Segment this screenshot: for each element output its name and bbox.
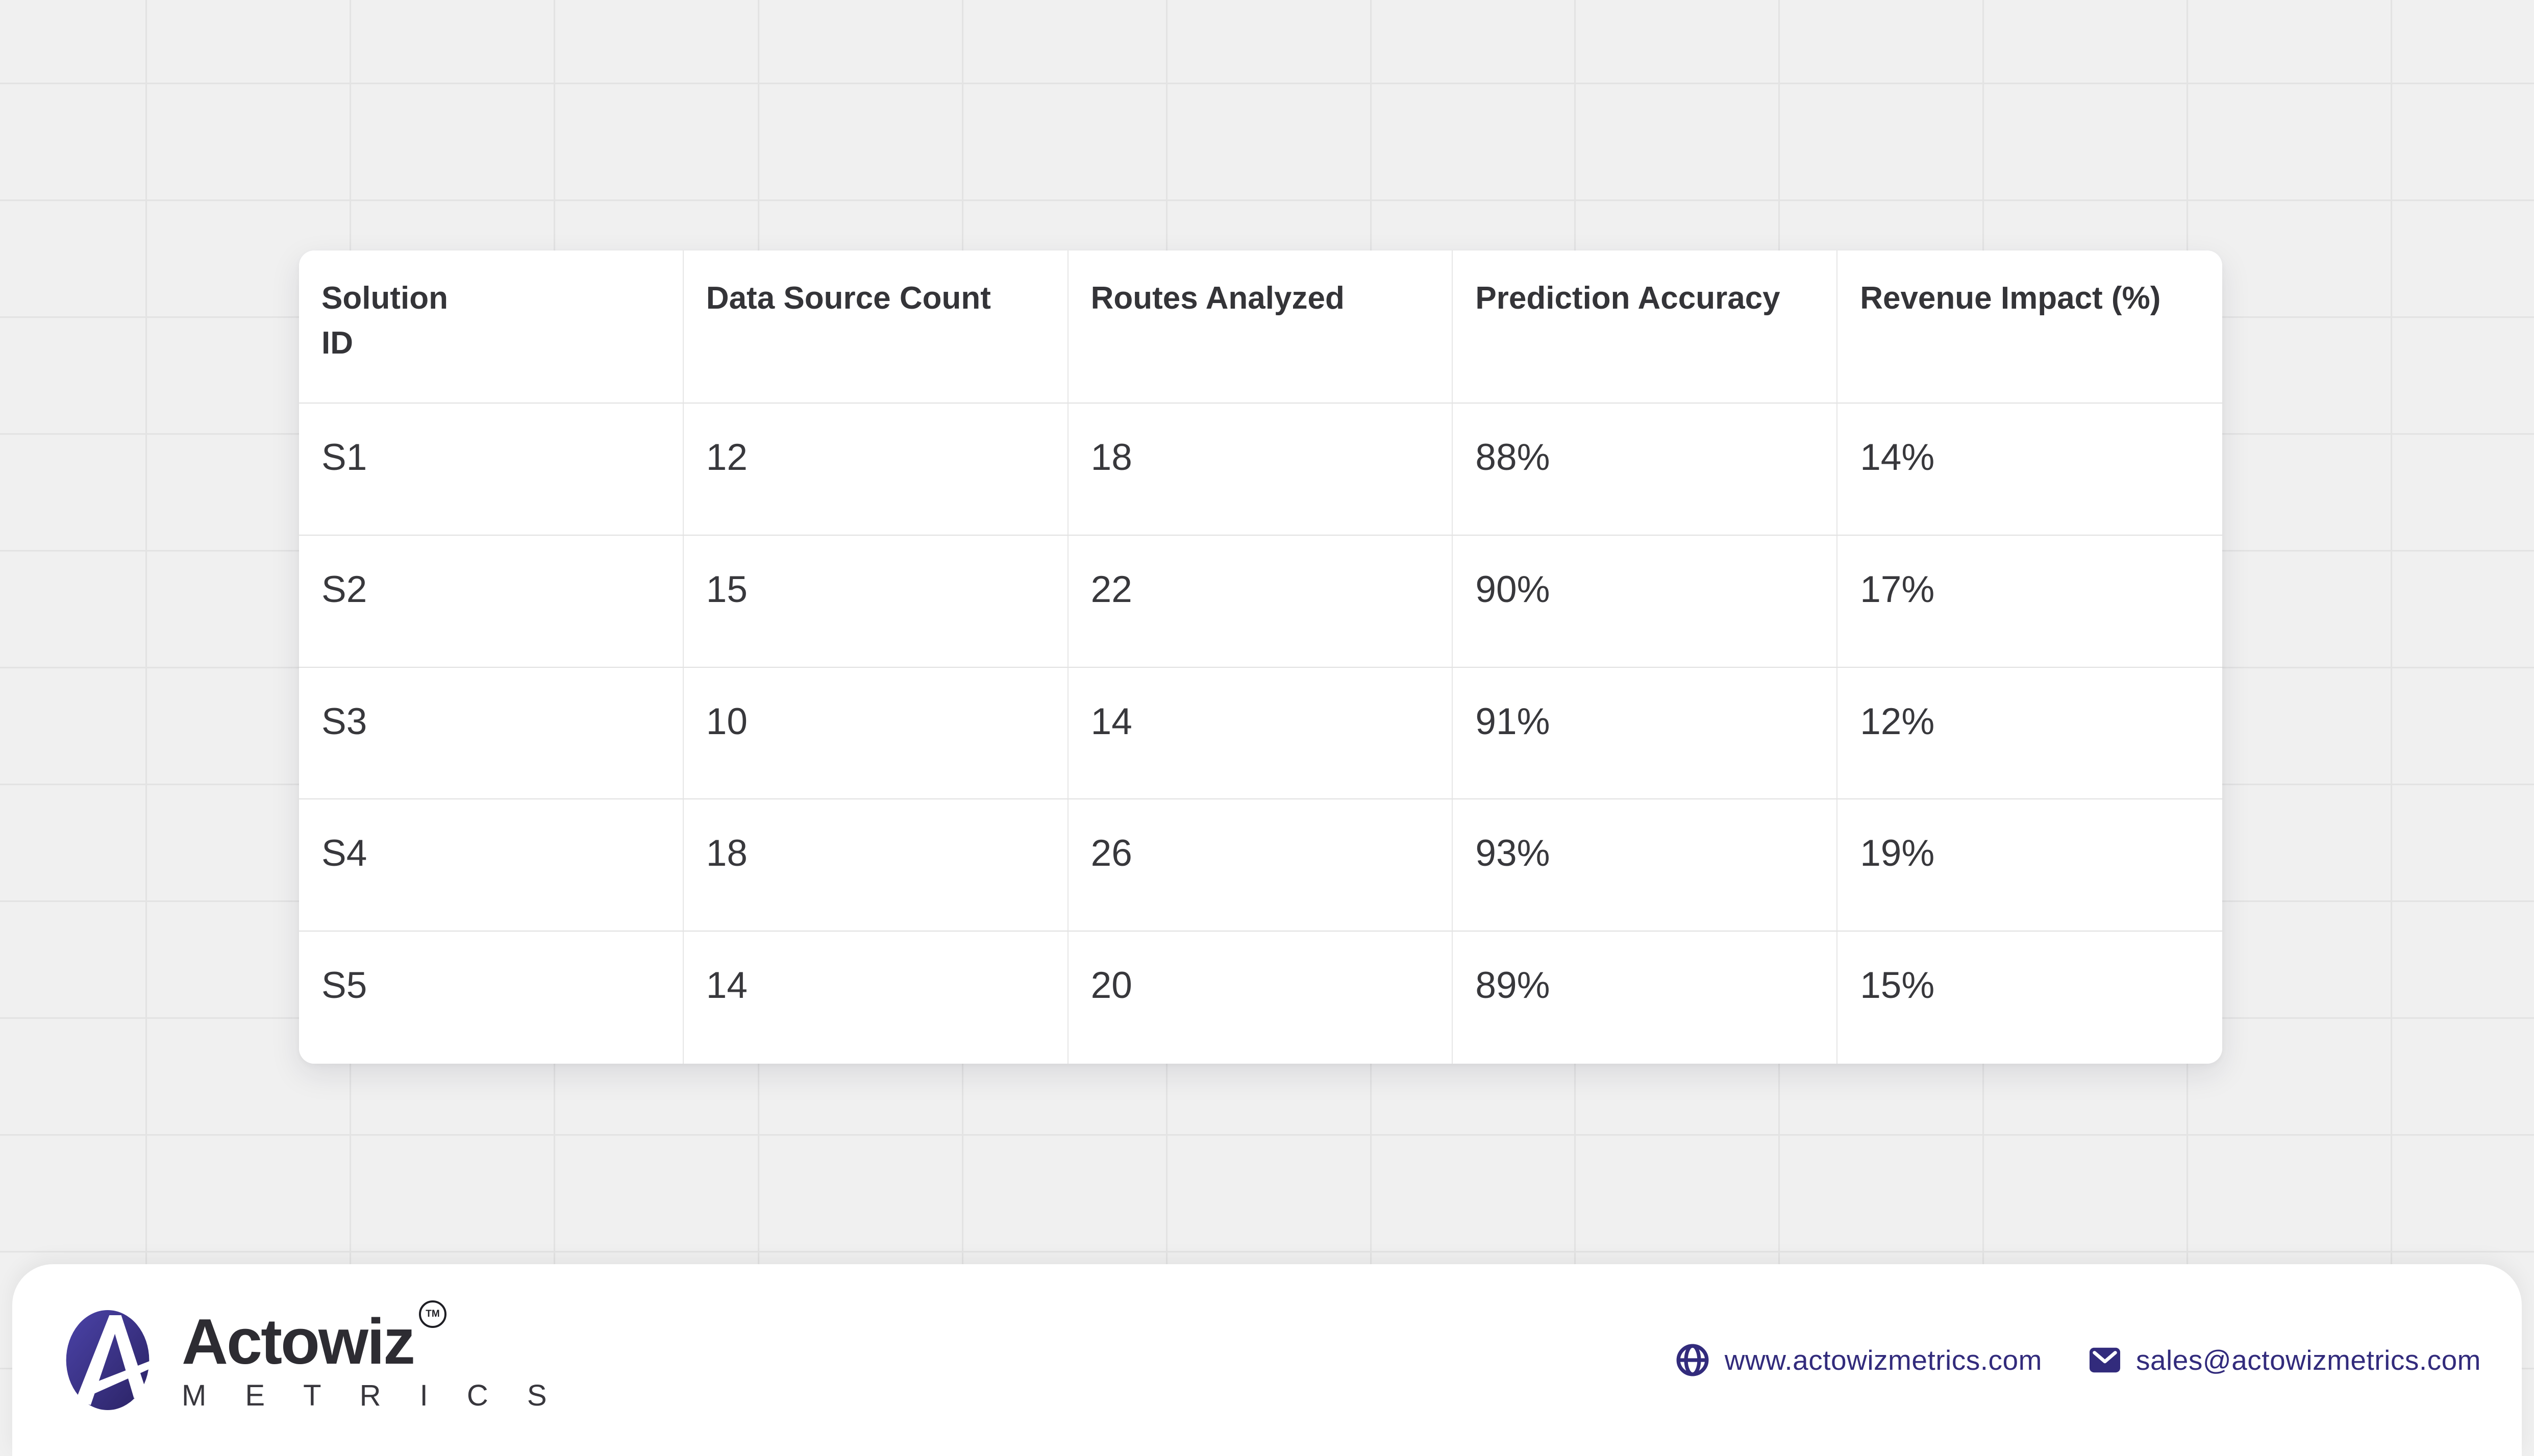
globe-icon: [1676, 1344, 1709, 1376]
column-header: Revenue Impact (%): [1837, 250, 2222, 404]
column-header: Prediction Accuracy: [1453, 250, 1838, 404]
column-header: Solution ID: [299, 250, 684, 404]
actowiz-a-logo-icon: [66, 1310, 155, 1410]
table-cell: S4: [299, 799, 684, 932]
data-table-card: Solution ID Data Source Count Routes Analy…: [299, 250, 2222, 1064]
data-table: Solution ID Data Source Count Routes Analy…: [299, 250, 2222, 1064]
column-header: Data Source Count: [683, 250, 1069, 404]
mail-icon: [2089, 1347, 2120, 1373]
table-cell: S1: [299, 404, 684, 536]
table-cell: S3: [299, 667, 684, 800]
table-cell: 88%: [1453, 404, 1838, 536]
table-cell: 12: [683, 404, 1069, 536]
table-cell: 10: [683, 667, 1069, 800]
table-cell: 17%: [1837, 535, 2222, 668]
contact-links: www.actowizmetrics.com sales@actowizmetr…: [1676, 1343, 2481, 1377]
table-cell: 22: [1068, 535, 1453, 668]
footer: Actowiz TM M E T R I C S www.actowizmetr…: [12, 1264, 2522, 1456]
table-cell: S5: [299, 932, 684, 1064]
table-cell: 93%: [1453, 799, 1838, 932]
table-cell: 15%: [1837, 932, 2222, 1064]
table-cell: 18: [1068, 404, 1453, 536]
table-cell: 14: [1068, 667, 1453, 800]
table-cell: 19%: [1837, 799, 2222, 932]
table-cell: 14%: [1837, 404, 2222, 536]
table-cell: 15: [683, 535, 1069, 668]
trademark-badge: TM: [419, 1300, 447, 1328]
brand-subtitle: M E T R I C S: [182, 1379, 562, 1412]
table-cell: 89%: [1453, 932, 1838, 1064]
table-cell: 18: [683, 799, 1069, 932]
column-header: Routes Analyzed: [1068, 250, 1453, 404]
email-text: sales@actowizmetrics.com: [2135, 1344, 2481, 1376]
table-cell: 12%: [1837, 667, 2222, 800]
website-link[interactable]: www.actowizmetrics.com: [1676, 1343, 2042, 1377]
brand-name: Actowiz: [182, 1306, 415, 1377]
table-cell: 90%: [1453, 535, 1838, 668]
table-cell: 91%: [1453, 667, 1838, 800]
email-link[interactable]: sales@actowizmetrics.com: [2089, 1344, 2481, 1376]
website-text: www.actowizmetrics.com: [1724, 1344, 2042, 1376]
table-cell: S2: [299, 535, 684, 668]
brand-text: Actowiz TM M E T R I C S: [182, 1300, 562, 1412]
brand-lockup: Actowiz TM M E T R I C S: [65, 1300, 562, 1414]
table-cell: 26: [1068, 799, 1453, 932]
table-cell: 20: [1068, 932, 1453, 1064]
table-cell: 14: [683, 932, 1069, 1064]
